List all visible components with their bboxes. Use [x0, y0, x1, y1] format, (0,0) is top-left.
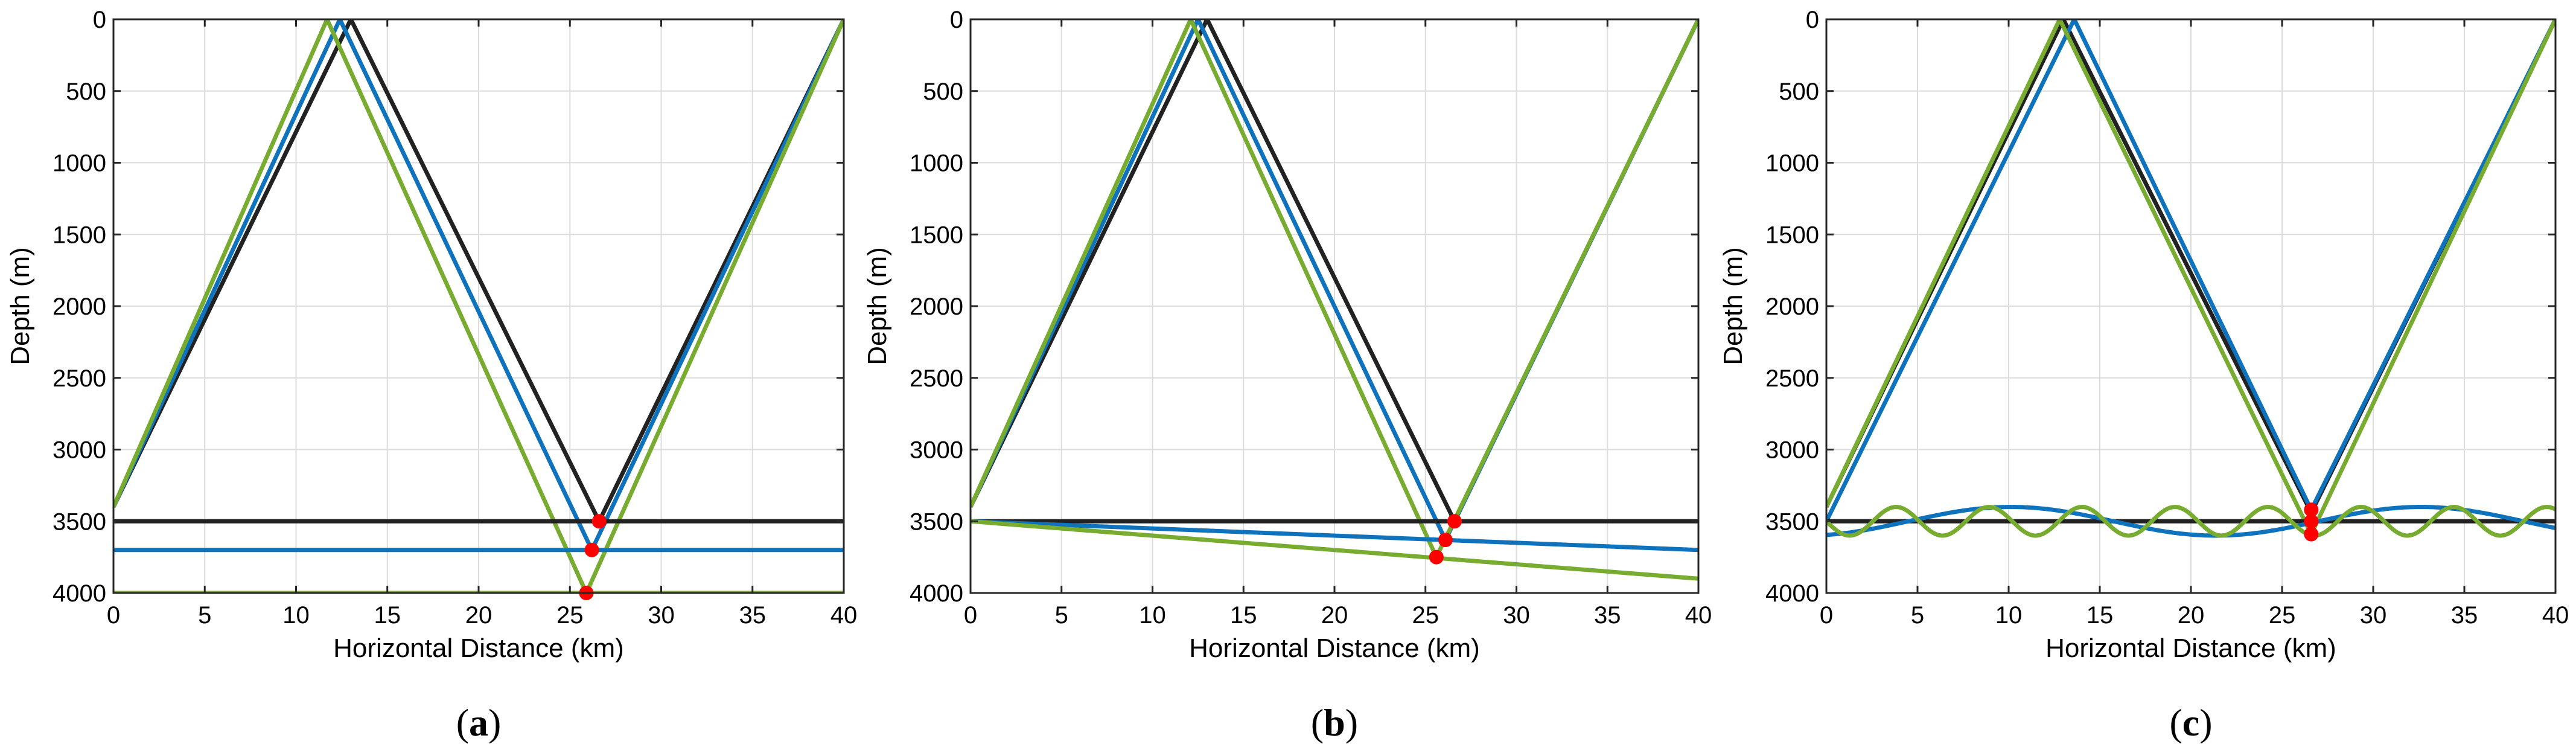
x-tick-label: 0	[964, 602, 977, 629]
y-tick-label: 3000	[53, 437, 106, 464]
x-tick-label: 0	[107, 602, 120, 629]
y-axis-label: Depth (m)	[862, 247, 892, 365]
y-tick-label: 3000	[1765, 437, 1819, 464]
x-tick-label: 20	[2178, 602, 2205, 629]
x-tick-label: 0	[1820, 602, 1833, 629]
y-tick-label: 4000	[910, 580, 963, 607]
y-tick-label: 2500	[910, 365, 963, 392]
x-tick-label: 15	[374, 602, 401, 629]
series-line-green	[1826, 19, 2555, 537]
series-line-blue	[971, 519, 1698, 553]
y-tick-label: 3000	[910, 437, 963, 464]
intersection-point	[1438, 533, 1453, 548]
y-tick-label: 1500	[1765, 222, 1819, 248]
x-tick-label: 35	[1594, 602, 1621, 629]
series-line-black	[113, 19, 844, 524]
series-group	[113, 19, 844, 593]
panel-label: (a)	[456, 701, 502, 744]
x-tick-label: 25	[556, 602, 584, 629]
x-tick-label: 10	[1995, 602, 2023, 629]
y-tick-label: 0	[1806, 7, 1819, 33]
x-tick-label: 5	[1055, 602, 1068, 629]
x-tick-label: 40	[831, 602, 858, 629]
x-tick-label: 10	[1139, 602, 1166, 629]
y-tick-label: 1000	[910, 150, 963, 177]
series-group	[1826, 19, 2555, 538]
grid	[113, 19, 844, 594]
x-tick-label: 20	[465, 602, 493, 629]
intersection-point	[591, 514, 607, 529]
series-line-green	[1826, 505, 2555, 538]
y-axis-label: Depth (m)	[1718, 247, 1748, 365]
intersection-point	[2304, 514, 2319, 529]
x-axis-label: Horizontal Distance (km)	[2045, 633, 2336, 663]
y-tick-label: 3500	[53, 508, 106, 535]
x-tick-label: 5	[1911, 602, 1924, 629]
intersection-point	[1429, 550, 1444, 565]
y-axis-label: Depth (m)	[5, 247, 35, 365]
y-tick-label: 2500	[53, 365, 106, 392]
series-line-green	[971, 519, 1698, 581]
x-tick-label: 5	[198, 602, 211, 629]
chart-panel-b: 0 5 10 15 20 25 30 35 40 0 500 1000 1500 2000 2500 3000…	[862, 7, 1712, 744]
y-tick-label: 500	[1779, 79, 1819, 105]
x-tick-label: 30	[2360, 602, 2387, 629]
y-tick-label: 2000	[53, 293, 106, 320]
series-line-blue	[1826, 19, 2555, 522]
x-tick-label: 40	[1685, 602, 1712, 629]
x-tick-label: 40	[2542, 602, 2569, 629]
series-line-green	[113, 19, 844, 593]
y-tick-label: 1500	[53, 222, 106, 248]
y-tick-label: 1000	[53, 150, 106, 177]
x-tick-label: 35	[739, 602, 767, 629]
x-tick-label: 15	[2087, 602, 2114, 629]
y-tick-label: 500	[66, 79, 106, 105]
intersection-point	[584, 542, 599, 557]
x-tick-label: 20	[1321, 602, 1348, 629]
x-axis-label: Horizontal Distance (km)	[1189, 633, 1480, 663]
y-tick-label: 3500	[1765, 508, 1819, 535]
y-tick-label: 2000	[1765, 293, 1819, 320]
series-line-blue	[113, 19, 844, 553]
y-tick-label: 500	[923, 79, 963, 105]
series-line-blue	[1826, 505, 2555, 538]
x-tick-label: 30	[1503, 602, 1530, 629]
x-tick-label: 10	[282, 602, 310, 629]
x-tick-label: 30	[648, 602, 675, 629]
x-tick-label: 35	[2451, 602, 2478, 629]
x-axis-label: Horizontal Distance (km)	[333, 633, 624, 663]
intersection-point	[2304, 502, 2319, 517]
chart-panel-c: 0 5 10 15 20 25 30 35 40 0 500 1000 1500 2000 2500 3000…	[1718, 7, 2569, 744]
panel-label: (b)	[1311, 701, 1358, 744]
y-tick-label: 4000	[1765, 580, 1819, 607]
y-tick-label: 4000	[53, 580, 106, 607]
intersection-point	[1447, 514, 1462, 529]
y-tick-label: 3500	[910, 508, 963, 535]
chart-panel-a: 0 5 10 15 20 25 30 35 40 0 500 1000 1500 2000 2500 3000…	[5, 7, 857, 744]
series-group	[971, 19, 1698, 581]
x-tick-label: 25	[1412, 602, 1439, 629]
x-tick-label: 15	[1230, 602, 1257, 629]
y-tick-label: 0	[93, 7, 106, 33]
x-tick-label: 25	[2269, 602, 2296, 629]
panel-label: (c)	[2169, 701, 2212, 744]
y-tick-label: 2500	[1765, 365, 1819, 392]
intersection-point	[2304, 527, 2319, 542]
y-tick-label: 0	[950, 7, 963, 33]
series-line-green	[971, 19, 1698, 560]
y-tick-label: 1000	[1765, 150, 1819, 177]
y-tick-label: 1500	[910, 222, 963, 248]
y-tick-label: 2000	[910, 293, 963, 320]
